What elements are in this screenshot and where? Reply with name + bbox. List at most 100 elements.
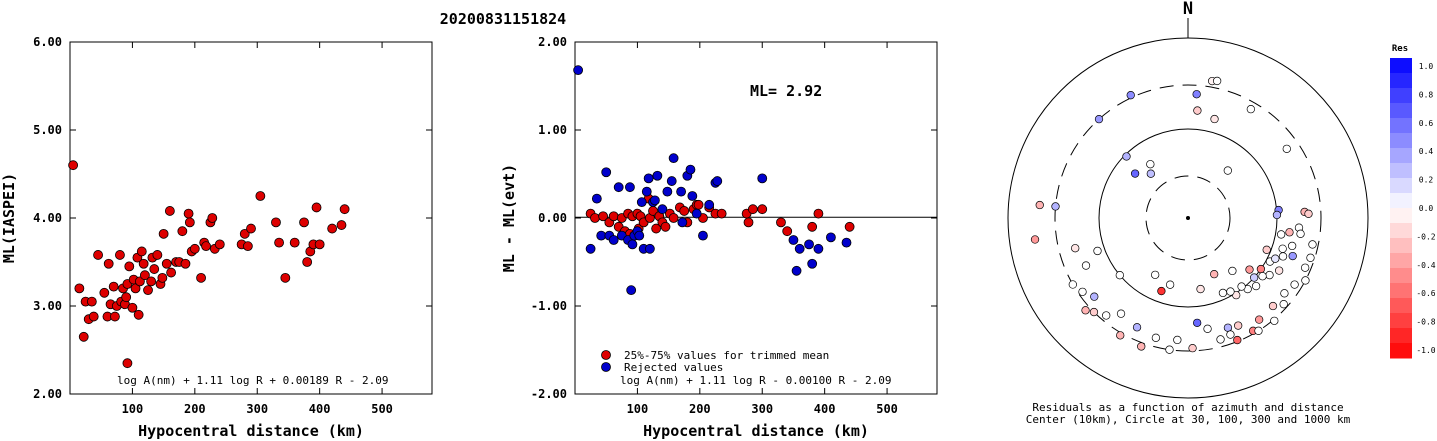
plot1-xtick-label: 100 [122, 402, 144, 416]
plot2-data-point [747, 204, 758, 215]
colorbar-labels: 1.0 0.8 0.6 0.4 0.2 0.0 -0.2 -0.4 -0.6 -0.8 -1.0 [1416, 62, 1435, 355]
colorbar-cell [1390, 208, 1412, 224]
polar-station-point [1068, 280, 1077, 289]
plot1-xtick-label: 200 [184, 402, 206, 416]
legend-label-rejected: Rejected values [624, 361, 723, 374]
plot1-data-point [133, 309, 144, 320]
plot2-ytick-label: -2.00 [531, 387, 567, 401]
polar-station-point [1290, 280, 1299, 289]
polar-station-point [1301, 263, 1310, 272]
plot1-data-point [166, 267, 177, 278]
plot1-data-point [302, 257, 313, 267]
plot2-data-point [813, 208, 824, 219]
polar-station-point [1233, 335, 1242, 345]
colorbar-cell [1390, 328, 1412, 344]
plot1-ytick-label: 3.00 [33, 299, 62, 313]
polar-station-point [1089, 307, 1099, 317]
north-label: N [1183, 0, 1193, 19]
plot2-data-point [634, 230, 645, 241]
polar-station-point [1165, 345, 1174, 354]
polar-station-point [1130, 169, 1140, 178]
polar-station-point [1203, 324, 1212, 333]
legend-marker-trimmed [601, 350, 611, 360]
plot1-points [68, 160, 350, 369]
plot1-xtick-label: 500 [371, 402, 393, 416]
polar-station-point [1279, 300, 1288, 309]
plot2-data-point [598, 211, 608, 222]
plot1-data-point [189, 243, 200, 254]
plot1-data-point [122, 358, 133, 369]
plot2-ytick-label: -1.00 [531, 299, 567, 313]
polar-station-point [1254, 326, 1263, 335]
colorbar-cell [1390, 58, 1412, 74]
polar-station-point [1188, 344, 1197, 353]
polar-station-point [1212, 76, 1222, 86]
polar-station-point [1237, 282, 1246, 291]
colorbar-cell [1390, 133, 1412, 149]
plot1-data-point [201, 241, 211, 252]
plot1-data-point [177, 226, 188, 237]
plot2-data-point [693, 199, 704, 210]
ring-300km [1054, 84, 1322, 352]
plot1-data-point [242, 241, 253, 252]
plot1-data-point [139, 270, 150, 281]
polar-station-point [1226, 330, 1235, 339]
polar-station-point [1157, 286, 1166, 296]
polar-station-point [1146, 160, 1155, 169]
plot1-data-point [103, 258, 114, 269]
colorbar-cell [1390, 343, 1412, 359]
plot2-data-point [625, 182, 635, 193]
plot1-data-point [311, 202, 322, 213]
plot2-data-point [687, 191, 698, 201]
plot2-xtick-label: 300 [751, 402, 773, 416]
colorbar-cell [1390, 178, 1412, 194]
colorbar-cell [1390, 103, 1412, 119]
plot1-data-point [143, 285, 153, 296]
polar-residual-plot: N Residuals as a function of azimuth and… [1007, 0, 1369, 426]
plot2-data-point [657, 204, 668, 215]
colorbar-cell [1390, 148, 1412, 164]
polar-station-point [1051, 202, 1060, 211]
polar-station-point [1193, 106, 1202, 115]
polar-station-point [1265, 270, 1274, 280]
colorbar-tick-label: 0.6 [1419, 119, 1434, 128]
plot2-data-point [743, 217, 754, 228]
plot2-data-point [660, 221, 671, 232]
polar-station-point [1192, 90, 1201, 99]
polar-station-point [1262, 245, 1271, 254]
plot2-data-point [666, 176, 677, 186]
plot2-data-point [668, 213, 679, 223]
polar-station-point [1245, 265, 1254, 274]
polar-station-point [1193, 318, 1202, 327]
plot2-data-point [844, 221, 855, 232]
plot2-data-point [585, 243, 596, 254]
colorbar-cell [1390, 313, 1412, 329]
polar-station-point [1078, 287, 1087, 297]
plot2-data-point [757, 173, 768, 184]
ml-value-label: ML= 2.92 [750, 82, 822, 100]
polar-station-point [1258, 272, 1267, 281]
plot1-ytick-label: 2.00 [33, 387, 62, 401]
center-dot [1186, 216, 1190, 220]
polar-station-point [1234, 321, 1243, 330]
polar-station-point [1270, 316, 1279, 326]
polar-station-point [1035, 200, 1044, 210]
plot1-ticks: 100 200 300 400 500 2.00 3.00 4.00 5.00 6.00 [33, 35, 432, 416]
plot2-data-point [627, 239, 638, 250]
colorbar-tick-label: 1.0 [1419, 62, 1434, 71]
colorbar-cell [1390, 223, 1412, 239]
polar-station-point [1116, 331, 1125, 340]
plot2-data-point [825, 232, 836, 243]
polar-station-point [1122, 152, 1131, 161]
plot1-data-point [239, 228, 250, 239]
polar-station-point [1081, 261, 1091, 270]
polar-station-point [1274, 266, 1284, 275]
plot1-data-point [289, 237, 300, 248]
polar-station-point [1115, 271, 1124, 280]
colorbar-cell [1390, 88, 1412, 104]
plot1-data-point [314, 239, 325, 250]
plot2-ytick-label: 2.00 [538, 35, 567, 49]
polar-station-point [1278, 244, 1287, 253]
plot1-data-point [327, 223, 338, 234]
plot2-data-point [776, 217, 786, 228]
